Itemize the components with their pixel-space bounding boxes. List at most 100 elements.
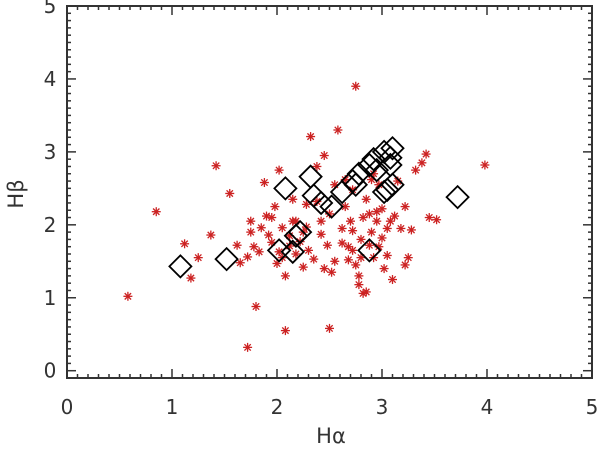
data-point-asterisk xyxy=(306,132,316,142)
data-point-asterisk xyxy=(322,240,332,250)
data-point-asterisk xyxy=(319,151,329,161)
data-point-asterisk xyxy=(400,260,410,270)
data-point-asterisk xyxy=(356,234,366,244)
data-point-asterisk xyxy=(291,249,301,259)
data-point-asterisk xyxy=(348,226,358,236)
data-point-diamond xyxy=(168,254,193,279)
data-point-asterisk xyxy=(270,202,280,212)
data-point-asterisk xyxy=(246,216,256,226)
data-point-asterisk xyxy=(354,280,364,290)
y-tick-label: 1 xyxy=(44,286,57,310)
data-point-asterisk xyxy=(327,267,337,277)
data-point-asterisk xyxy=(249,242,259,252)
data-point-asterisk xyxy=(277,223,287,233)
data-point-asterisk xyxy=(390,211,400,221)
data-point-asterisk xyxy=(382,250,392,260)
data-point-diamond xyxy=(357,238,382,263)
data-point-asterisk xyxy=(232,240,242,250)
data-point-asterisk xyxy=(480,160,490,170)
data-point-asterisk xyxy=(400,202,410,212)
data-point-asterisk xyxy=(364,240,374,250)
data-point-asterisk xyxy=(211,161,221,171)
data-point-diamond xyxy=(214,246,239,272)
data-point-asterisk xyxy=(417,158,427,168)
data-point-diamond xyxy=(380,172,405,197)
data-point-asterisk xyxy=(424,213,434,223)
data-point-asterisk xyxy=(235,258,245,268)
data-point-asterisk xyxy=(280,326,290,336)
data-point-asterisk xyxy=(280,271,290,281)
data-point-asterisk xyxy=(325,209,334,219)
data-point-asterisk xyxy=(403,253,413,263)
data-point-asterisk xyxy=(193,253,203,263)
data-point-asterisk xyxy=(361,287,371,297)
data-point-asterisk xyxy=(309,254,319,264)
data-point-asterisk xyxy=(382,223,392,233)
data-point-asterisk xyxy=(180,239,190,249)
x-tick-label: 3 xyxy=(376,395,389,419)
data-point-asterisk xyxy=(356,253,366,263)
data-point-asterisk xyxy=(243,252,253,262)
data-point-asterisk xyxy=(316,229,326,239)
data-point-diamond xyxy=(445,184,470,210)
data-point-asterisk xyxy=(361,194,371,204)
data-point-asterisk xyxy=(379,264,389,274)
axis-ticks xyxy=(66,5,593,378)
data-point-asterisk xyxy=(372,216,382,226)
data-point-asterisk xyxy=(151,207,161,217)
data-point-diamond xyxy=(298,164,323,189)
data-point-asterisk xyxy=(298,262,308,272)
data-point-asterisk xyxy=(358,213,368,223)
data-point-asterisk xyxy=(396,223,406,233)
data-point-asterisk xyxy=(225,188,235,198)
data-point-asterisk xyxy=(351,260,361,270)
data-point-asterisk xyxy=(351,81,361,91)
x-tick-label: 0 xyxy=(61,395,74,419)
data-point-diamond xyxy=(319,194,344,219)
asterisk-series xyxy=(123,81,490,352)
data-point-asterisk xyxy=(254,247,264,257)
data-point-asterisk xyxy=(337,238,347,248)
data-point-asterisk xyxy=(377,233,387,243)
diamond-series xyxy=(168,135,470,279)
data-point-asterisk xyxy=(206,230,216,240)
data-point-asterisk xyxy=(367,227,376,237)
data-point-asterisk xyxy=(123,291,133,301)
data-point-asterisk xyxy=(186,273,196,283)
y-tick-label: 4 xyxy=(44,67,57,91)
data-point-asterisk xyxy=(243,342,253,352)
data-point-asterisk xyxy=(246,227,256,237)
data-point-asterisk xyxy=(385,216,395,226)
data-point-asterisk xyxy=(432,215,442,225)
data-point-diamond xyxy=(380,135,405,161)
x-tick-label: 4 xyxy=(481,395,494,419)
data-point-asterisk xyxy=(346,216,355,226)
data-point-diamond xyxy=(374,177,400,203)
data-point-asterisk xyxy=(316,216,326,226)
data-point-asterisk xyxy=(337,223,347,233)
data-point-asterisk xyxy=(343,255,353,265)
data-point-asterisk xyxy=(256,223,266,233)
x-tick-label: 5 xyxy=(586,395,599,419)
y-tick-label: 0 xyxy=(44,359,57,383)
data-point-asterisk xyxy=(319,264,329,274)
data-point-asterisk xyxy=(251,302,261,312)
plot-frame xyxy=(66,5,593,379)
tick-labels: 00 1 1 2 2 3 3 4 4 5 5 xyxy=(44,0,599,419)
data-point-asterisk xyxy=(259,178,269,188)
data-point-asterisk xyxy=(274,165,284,175)
data-point-asterisk xyxy=(377,204,387,214)
x-axis-label: Hα xyxy=(316,424,346,448)
data-point-asterisk xyxy=(325,323,334,333)
data-point-asterisk xyxy=(267,213,277,223)
data-point-diamond xyxy=(280,239,306,265)
data-point-asterisk xyxy=(364,209,374,219)
data-point-asterisk xyxy=(354,271,364,281)
data-point-asterisk xyxy=(288,194,298,204)
data-point-asterisk xyxy=(333,125,343,135)
x-tick-label: 1 xyxy=(166,395,179,419)
y-axis-label: Hβ xyxy=(4,179,28,208)
data-point-diamond xyxy=(364,157,390,183)
data-point-asterisk xyxy=(406,225,416,235)
